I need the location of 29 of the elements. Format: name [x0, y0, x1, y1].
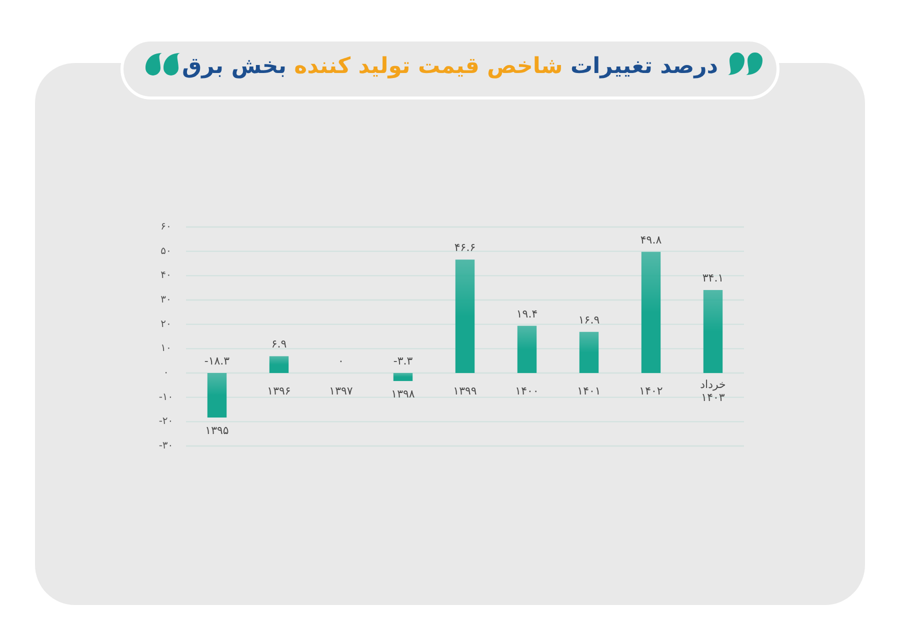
chart-title: درصد تغییرات شاخص قیمت تولید کننده بخش برق [182, 54, 718, 79]
y-tick-label: ۰ [163, 368, 169, 378]
y-tick-label: ۳۰ [160, 294, 172, 306]
x-tick-label: ۱۴۰۰ [515, 384, 539, 398]
x-tick-label: ۱۳۹۵ [205, 424, 229, 438]
data-label: -۱۸.۳ [204, 354, 230, 368]
y-tick-label: ۴۰ [160, 270, 172, 282]
data-label: ۰ [338, 354, 344, 368]
data-label: ۳۴.۱ [702, 272, 724, 285]
data-label: ۱۹.۴ [516, 307, 538, 320]
y-tick-label: ۶۰ [160, 222, 172, 232]
y-tick-label: -۱۰ [158, 392, 174, 403]
y-tick-label: ۲۰ [160, 318, 172, 330]
x-tick-label: ۱۴۰۱ [577, 384, 601, 398]
data-label: ۶.۹ [271, 338, 287, 351]
x-tick-label: ۱۳۹۷ [329, 384, 353, 398]
y-tick-label: -۲۰ [158, 416, 174, 428]
data-label: ۴۹.۸ [640, 233, 662, 246]
x-tick-label: ۱۴۰۲ [639, 384, 663, 398]
x-tick-label: ۱۳۹۶ [267, 384, 291, 398]
y-tick-label: ۱۰ [160, 343, 172, 354]
x-tick-label: ۱۳۹۹ [453, 384, 477, 398]
x-tick-label: خرداد ۱۴۰۳ [700, 378, 726, 404]
data-label: ۱۶.۹ [578, 313, 600, 326]
data-label: ۴۶.۶ [454, 241, 476, 254]
data-label: -۳.۳ [393, 354, 413, 368]
x-tick-label: ۱۳۹۸ [391, 388, 415, 401]
y-tick-label: ۵۰ [160, 246, 172, 257]
y-tick-label: -۳۰ [158, 440, 174, 452]
